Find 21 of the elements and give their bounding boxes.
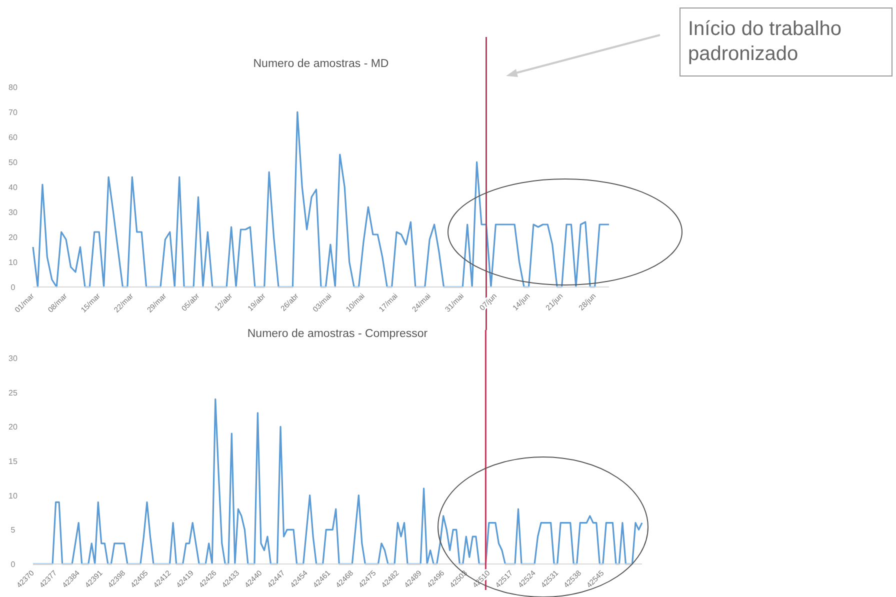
y-tick-label: 10 (8, 491, 18, 500)
y-tick-label: 50 (8, 158, 18, 167)
y-tick-label: 60 (8, 133, 18, 142)
y-tick-label: 0 (10, 283, 16, 292)
y-tick-label: 10 (8, 258, 18, 267)
line-series (32, 111, 610, 288)
y-tick-label: 20 (8, 422, 18, 432)
y-tick-label: 0 (10, 560, 16, 569)
y-tick-label: 25 (8, 388, 18, 398)
y-tick-label: 20 (8, 233, 18, 242)
line-series (32, 398, 643, 565)
y-tick-label: 5 (10, 526, 16, 535)
y-tick-label: 30 (8, 208, 18, 217)
y-tick-label: 30 (8, 354, 18, 363)
text: Início do trabalho padronizado (688, 18, 842, 65)
chart-title: Numero de amostras - MD (253, 58, 389, 70)
y-tick-label: 80 (8, 83, 18, 92)
y-tick-label: 70 (8, 108, 18, 117)
y-tick-label: 15 (8, 457, 18, 466)
chart-title: Numero de amostras - Compressor (247, 328, 428, 340)
y-tick-label: 40 (8, 183, 18, 192)
